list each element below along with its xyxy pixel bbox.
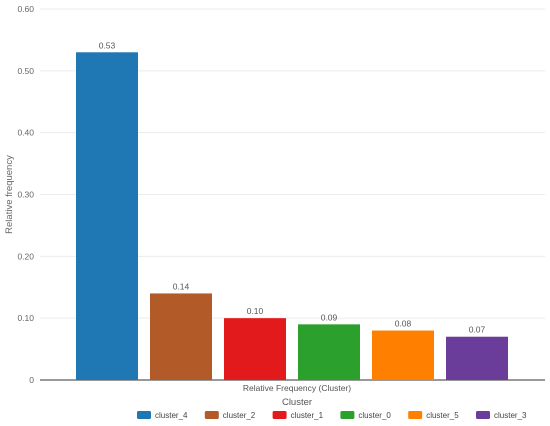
legend-label: cluster_4 (155, 411, 188, 420)
legend-label: cluster_3 (494, 411, 527, 420)
legend-swatch (137, 411, 151, 419)
legend-swatch (408, 411, 423, 419)
legend-label: cluster_0 (358, 411, 391, 420)
legend-item: cluster_0 (340, 411, 391, 420)
y-tick-label: 0 (29, 375, 34, 385)
y-tick-label: 0.10 (17, 313, 34, 323)
legend-swatch (476, 411, 490, 419)
legend-label: cluster_5 (426, 411, 459, 420)
data-label: 0.53 (99, 40, 116, 50)
legend-swatch (340, 411, 355, 419)
legend-label: cluster_1 (291, 411, 324, 420)
legend-label: cluster_2 (223, 411, 256, 420)
data-label: 0.09 (321, 312, 338, 322)
data-label: 0.07 (469, 325, 486, 335)
legend-swatch (272, 411, 287, 419)
legend-item: cluster_2 (204, 411, 256, 420)
legend-item: cluster_3 (476, 411, 527, 420)
legend-item: cluster_5 (408, 411, 459, 420)
y-tick-label: 0.60 (17, 4, 34, 14)
bar (446, 336, 508, 380)
legend-item: cluster_1 (272, 411, 324, 420)
bar (224, 318, 286, 380)
y-tick-label: 0.40 (17, 128, 34, 138)
data-label: 0.14 (173, 281, 190, 291)
y-axis-label: Relative frequency (4, 155, 15, 234)
legend-swatch (204, 411, 219, 419)
data-labels: 0.53 0.14 0.10 0.09 0.08 0.07 (99, 40, 486, 334)
bar (298, 324, 360, 380)
bar (372, 330, 434, 380)
bar (150, 293, 212, 380)
bars (76, 52, 508, 381)
y-tick-label: 0.30 (17, 190, 34, 200)
x-axis-label: Cluster (282, 397, 312, 408)
bar (76, 52, 138, 381)
x-axis-subtitle: Relative Frequency (Cluster) (243, 383, 351, 393)
y-tick-labels: 0 0.10 0.20 0.30 0.40 0.50 0.60 (17, 4, 34, 385)
legend: cluster_4 cluster_2 cluster_1 cluster_0 clus… (137, 411, 527, 420)
data-label: 0.08 (395, 319, 412, 329)
legend-item: cluster_4 (137, 411, 188, 420)
y-tick-label: 0.50 (17, 66, 34, 76)
y-tick-label: 0.20 (17, 251, 34, 261)
data-label: 0.10 (247, 306, 264, 316)
